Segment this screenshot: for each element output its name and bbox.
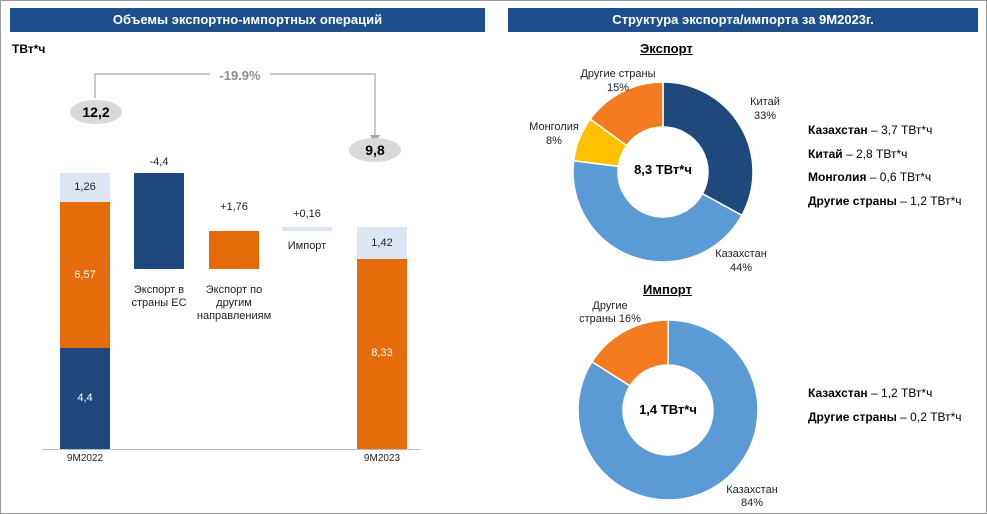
export-slice-0 <box>662 81 754 217</box>
import-donut-chart <box>577 319 759 501</box>
bar-9m2023-label-top: 1,42 <box>371 237 393 249</box>
change-annotation: -19.9% <box>210 68 270 83</box>
bar-eu-export <box>134 173 184 269</box>
bar-9m2022-seg-mid <box>60 202 110 348</box>
export-label-china-name: Китай <box>750 96 780 108</box>
x-axis-line <box>42 449 420 450</box>
import-section-title: Импорт <box>643 282 692 297</box>
export-center-label: 8,3 ТВт*ч <box>634 162 692 177</box>
import-label-other-2: страны 16% <box>579 313 641 325</box>
bar-other-export <box>209 231 259 269</box>
bar-import-value: +0,16 <box>293 208 321 220</box>
bar-eu-export-value: -4,4 <box>149 156 169 168</box>
bar-9m2022-seg-top <box>60 173 110 202</box>
import-label-kaz-pct: 84% <box>740 497 764 509</box>
x-tick-9m2022: 9М2022 <box>66 453 104 464</box>
bar-import-label: Импорт <box>287 240 327 252</box>
bar-other-export-label-3: направлениям <box>196 310 272 322</box>
export-label-mongolia-name: Монголия <box>529 121 579 133</box>
bar-9m2022-label-bottom: 4,4 <box>77 392 93 404</box>
bar-other-export-label-1: Экспорт по <box>205 284 263 296</box>
bar-9m2023-seg-top <box>357 227 407 259</box>
export-legend-mongolia: Монголия – 0,6 ТВт*ч <box>808 170 932 184</box>
bar-import <box>282 227 332 231</box>
bar-other-export-label-2: другим <box>216 297 252 309</box>
import-slice-0 <box>577 319 759 501</box>
y-unit-label: ТВт*ч <box>12 42 46 56</box>
total-bubble-end: 9,8 <box>349 138 401 162</box>
export-label-china-pct: 33% <box>753 110 777 122</box>
bar-9m2023-seg-bottom <box>357 259 407 449</box>
bar-eu-export-label-2: страны ЕС <box>131 297 187 309</box>
export-donut-chart <box>572 81 754 263</box>
export-legend-other: Другие страны – 1,2 ТВт*ч <box>808 194 962 208</box>
total-bubble-start: 12,2 <box>70 100 122 124</box>
import-label-kaz-name: Казахстан <box>726 484 778 496</box>
bar-9m2022-label-mid: 6,57 <box>74 269 96 281</box>
export-legend-kaz: Казахстан – 3,7 ТВт*ч <box>808 123 933 137</box>
x-tick-9m2023: 9М2023 <box>363 453 401 464</box>
arrow-path <box>94 73 376 137</box>
import-slice-1 <box>590 319 669 387</box>
import-center-label: 1,4 ТВт*ч <box>639 402 697 417</box>
export-label-kaz-name: Казахстан <box>715 248 767 260</box>
import-legend-kaz: Казахстан – 1,2 ТВт*ч <box>808 386 933 400</box>
import-label-other-1: Другие <box>592 300 628 312</box>
export-label-other-pct: 15% <box>606 82 630 94</box>
left-panel-title: Объемы экспортно-импортных операций <box>10 8 485 32</box>
export-slice-1 <box>572 159 743 263</box>
export-section-title: Экспорт <box>640 41 693 56</box>
bar-9m2022-label-top: 1,26 <box>74 181 96 193</box>
change-arrow <box>94 73 380 143</box>
right-panel-title: Структура экспорта/импорта за 9М2023г. <box>508 8 978 32</box>
export-legend-china: Китай – 2,8 ТВт*ч <box>808 147 908 161</box>
export-label-other-name: Другие страны <box>580 68 656 80</box>
import-legend-other: Другие страны – 0,2 ТВт*ч <box>808 410 962 424</box>
export-label-mongolia-pct: 8% <box>546 135 562 147</box>
export-label-kaz-pct: 44% <box>729 262 753 274</box>
bar-9m2022-seg-bottom <box>60 348 110 449</box>
bar-eu-export-label-1: Экспорт в <box>133 284 185 296</box>
export-slice-3 <box>589 81 664 147</box>
bar-9m2023-label-bottom: 8,33 <box>371 347 393 359</box>
bar-other-export-value: +1,76 <box>220 201 248 213</box>
